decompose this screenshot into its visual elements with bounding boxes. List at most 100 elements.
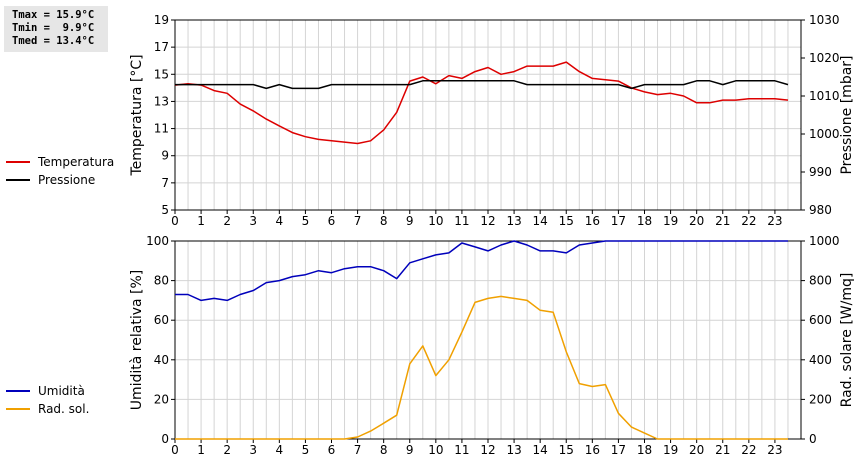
legend-top: Temperatura Pressione bbox=[6, 153, 114, 189]
stats-tmax: Tmax = 15.9°C bbox=[12, 9, 95, 21]
y-tick-label-left: 11 bbox=[154, 122, 169, 136]
y-axis-label-left: Umidità relativa [%] bbox=[129, 270, 145, 411]
y-tick-label-left: 19 bbox=[154, 13, 169, 27]
x-tick-label: 17 bbox=[611, 443, 626, 457]
x-tick-label: 1 bbox=[197, 443, 205, 457]
x-tick-label: 15 bbox=[559, 214, 574, 228]
stats-tmin: Tmin = 9.9°C bbox=[12, 22, 95, 34]
y-axis-label-left: Temperatura [°C] bbox=[129, 54, 145, 176]
x-tick-label: 13 bbox=[506, 214, 521, 228]
legend-item-temperatura: Temperatura bbox=[6, 153, 114, 171]
x-tick-label: 6 bbox=[328, 214, 336, 228]
y-tick-label-left: 5 bbox=[161, 203, 169, 217]
y-tick-label-left: 20 bbox=[154, 392, 169, 406]
x-tick-label: 22 bbox=[741, 443, 756, 457]
x-tick-label: 23 bbox=[767, 443, 782, 457]
y-tick-label-right: 400 bbox=[809, 353, 832, 367]
x-tick-label: 15 bbox=[559, 443, 574, 457]
series-line-rad-sol bbox=[175, 295, 788, 440]
y-tick-label-left: 7 bbox=[161, 176, 169, 190]
legend-swatch-pressione bbox=[6, 179, 30, 181]
x-tick-label: 5 bbox=[302, 443, 310, 457]
x-tick-label: 18 bbox=[637, 214, 652, 228]
x-tick-label: 8 bbox=[380, 443, 388, 457]
legend-swatch-rad-sol bbox=[6, 408, 30, 410]
legend-item-rad-sol: Rad. sol. bbox=[6, 400, 89, 418]
series-line-pressione bbox=[175, 80, 789, 90]
x-tick-label: 20 bbox=[689, 443, 704, 457]
x-tick-label: 10 bbox=[428, 443, 443, 457]
x-tick-label: 14 bbox=[533, 443, 548, 457]
x-tick-label: 0 bbox=[171, 214, 179, 228]
x-tick-label: 2 bbox=[223, 214, 231, 228]
x-tick-label: 6 bbox=[328, 443, 336, 457]
y-tick-label-left: 0 bbox=[161, 432, 169, 446]
stats-tmed: Tmed = 13.4°C bbox=[12, 35, 95, 47]
x-tick-label: 18 bbox=[637, 443, 652, 457]
y-tick-label-right: 1020 bbox=[809, 51, 840, 65]
y-tick-label-right: 990 bbox=[809, 165, 832, 179]
x-tick-label: 11 bbox=[454, 214, 469, 228]
legend-item-umidita: Umidità bbox=[6, 382, 89, 400]
x-tick-label: 4 bbox=[276, 214, 284, 228]
legend-swatch-temperatura bbox=[6, 161, 30, 163]
x-tick-label: 7 bbox=[354, 443, 362, 457]
legend-bottom: Umidità Rad. sol. bbox=[6, 382, 89, 418]
x-tick-label: 9 bbox=[406, 443, 414, 457]
y-tick-label-left: 100 bbox=[146, 234, 169, 248]
x-tick-label: 20 bbox=[689, 214, 704, 228]
x-tick-label: 21 bbox=[715, 214, 730, 228]
y-tick-label-right: 1000 bbox=[809, 234, 840, 248]
x-tick-label: 8 bbox=[380, 214, 388, 228]
series-line-umidit bbox=[175, 240, 788, 302]
y-tick-label-left: 15 bbox=[154, 67, 169, 81]
y-tick-label-right: 600 bbox=[809, 313, 832, 327]
y-tick-label-left: 17 bbox=[154, 40, 169, 54]
legend-label-pressione: Pressione bbox=[38, 173, 96, 187]
x-tick-label: 22 bbox=[741, 214, 756, 228]
x-tick-label: 14 bbox=[533, 214, 548, 228]
series-line-temperatura bbox=[174, 61, 789, 145]
x-tick-label: 19 bbox=[663, 214, 678, 228]
legend-label-temperatura: Temperatura bbox=[38, 155, 115, 169]
y-tick-label-right: 1000 bbox=[809, 127, 840, 141]
legend-item-pressione: Pressione bbox=[6, 171, 114, 189]
x-tick-label: 1 bbox=[197, 214, 205, 228]
x-tick-label: 4 bbox=[276, 443, 284, 457]
y-tick-label-left: 60 bbox=[154, 313, 169, 327]
x-tick-label: 16 bbox=[585, 214, 600, 228]
x-tick-label: 3 bbox=[249, 443, 257, 457]
stats-box: Tmax = 15.9°C Tmin = 9.9°C Tmed = 13.4°C bbox=[4, 6, 108, 52]
y-tick-label-left: 40 bbox=[154, 353, 169, 367]
legend-label-umidita: Umidità bbox=[38, 384, 85, 398]
x-tick-label: 21 bbox=[715, 443, 730, 457]
x-tick-label: 10 bbox=[428, 214, 443, 228]
x-tick-label: 12 bbox=[480, 214, 495, 228]
x-tick-label: 3 bbox=[249, 214, 257, 228]
x-tick-label: 13 bbox=[506, 443, 521, 457]
y-tick-label-left: 80 bbox=[154, 274, 169, 288]
y-tick-label-left: 13 bbox=[154, 94, 169, 108]
x-tick-label: 7 bbox=[354, 214, 362, 228]
x-tick-label: 16 bbox=[585, 443, 600, 457]
x-tick-label: 11 bbox=[454, 443, 469, 457]
legend-swatch-umidita bbox=[6, 390, 30, 392]
x-tick-label: 0 bbox=[171, 443, 179, 457]
x-tick-label: 12 bbox=[480, 443, 495, 457]
x-tick-label: 2 bbox=[223, 443, 231, 457]
y-axis-label-right: Rad. solare [W/mq] bbox=[839, 273, 855, 408]
legend-label-rad-sol: Rad. sol. bbox=[38, 402, 90, 416]
y-tick-label-right: 0 bbox=[809, 432, 817, 446]
x-tick-label: 5 bbox=[302, 214, 310, 228]
y-tick-label-right: 980 bbox=[809, 203, 832, 217]
y-tick-label-right: 1010 bbox=[809, 89, 840, 103]
y-tick-label-right: 1030 bbox=[809, 13, 840, 27]
x-tick-label: 23 bbox=[767, 214, 782, 228]
x-tick-label: 19 bbox=[663, 443, 678, 457]
y-tick-label-right: 800 bbox=[809, 274, 832, 288]
x-tick-label: 9 bbox=[406, 214, 414, 228]
y-tick-label-right: 200 bbox=[809, 392, 832, 406]
y-axis-label-right: Pressione [mbar] bbox=[839, 55, 855, 174]
y-tick-label-left: 9 bbox=[161, 149, 169, 163]
